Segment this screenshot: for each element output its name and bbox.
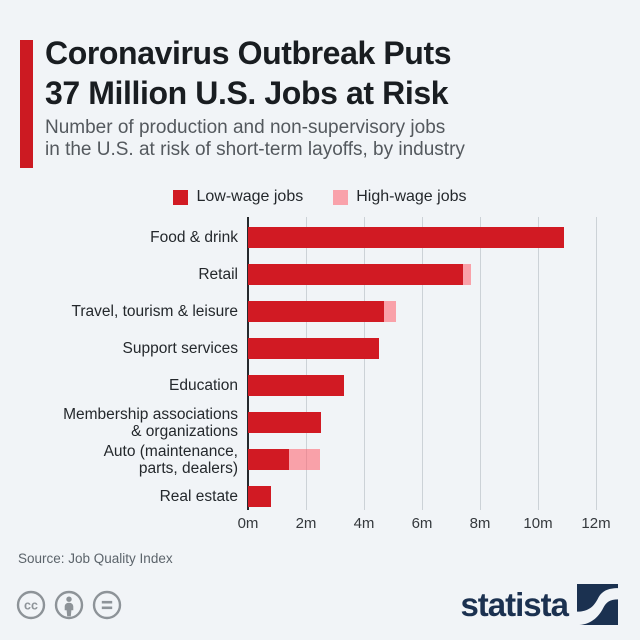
y-axis-line bbox=[247, 217, 249, 510]
page-title: Coronavirus Outbreak Puts 37 Million U.S.… bbox=[45, 33, 452, 113]
bar-track bbox=[248, 219, 596, 256]
bar-track bbox=[248, 404, 596, 441]
high-wage-bar bbox=[384, 301, 396, 322]
bar-track bbox=[248, 441, 596, 478]
subtitle-line-2: in the U.S. at risk of short-term layoff… bbox=[45, 139, 465, 160]
low-wage-bar bbox=[248, 227, 565, 248]
statista-logo-icon bbox=[577, 584, 618, 625]
category-label: Real estate bbox=[159, 488, 238, 505]
x-axis-tick-label: 0m bbox=[237, 515, 259, 532]
statista-logo[interactable]: statista bbox=[460, 584, 618, 625]
source-note: Source: Job Quality Index bbox=[18, 551, 173, 566]
title-line-1: Coronavirus Outbreak Puts bbox=[45, 35, 452, 71]
gridline bbox=[306, 217, 307, 510]
category-label: Retail bbox=[198, 266, 238, 283]
x-axis: 0m 2m 4m 6m 8m 10m 12m bbox=[238, 515, 611, 535]
bar-track bbox=[248, 293, 596, 330]
low-wage-bar bbox=[248, 338, 379, 359]
legend-label-low-wage: Low-wage jobs bbox=[196, 188, 304, 205]
chart-row: Food & drink bbox=[0, 219, 640, 256]
category-label: Support services bbox=[122, 340, 238, 357]
low-wage-bar bbox=[248, 375, 344, 396]
legend-item-high-wage: High-wage jobs bbox=[333, 188, 467, 206]
category-label: Membership associations & organizations bbox=[63, 405, 238, 440]
low-wage-bar bbox=[248, 301, 385, 322]
chart-row: Retail bbox=[0, 256, 640, 293]
chart-row: Education bbox=[0, 367, 640, 404]
low-wage-bar bbox=[248, 449, 289, 470]
low-wage-bar bbox=[248, 486, 272, 507]
chart-row: Travel, tourism & leisure bbox=[0, 293, 640, 330]
high-wage-bar bbox=[288, 449, 321, 470]
statista-wordmark: statista bbox=[460, 585, 569, 623]
category-label: Travel, tourism & leisure bbox=[71, 303, 238, 320]
gridline bbox=[480, 217, 481, 510]
cc-icon[interactable]: cc bbox=[16, 590, 46, 620]
x-axis-tick-label: 6m bbox=[411, 515, 433, 532]
gridline bbox=[364, 217, 365, 510]
page-subtitle: Number of production and non-supervisory… bbox=[45, 117, 465, 161]
bar-track bbox=[248, 367, 596, 404]
legend-item-low-wage: Low-wage jobs bbox=[173, 188, 303, 206]
chart-row: Real estate bbox=[0, 478, 640, 515]
grid-lines bbox=[247, 217, 597, 510]
chart-row: Membership associations & organizations bbox=[0, 404, 640, 441]
high-wage-bar bbox=[462, 264, 472, 285]
gridline bbox=[596, 217, 597, 510]
category-label: Education bbox=[169, 377, 238, 394]
legend-label-high-wage: High-wage jobs bbox=[356, 188, 467, 205]
x-axis-tick-label: 10m bbox=[523, 515, 553, 532]
low-wage-bar bbox=[248, 264, 463, 285]
category-label: Food & drink bbox=[150, 229, 238, 246]
svg-text:cc: cc bbox=[24, 599, 38, 613]
bar-track bbox=[248, 478, 596, 515]
bar-track bbox=[248, 256, 596, 293]
chart-rows: Food & drink Retail Travel, tourism & leis… bbox=[0, 219, 640, 515]
x-axis-tick-label: 12m bbox=[581, 515, 611, 532]
low-wage-swatch bbox=[173, 189, 189, 205]
subtitle-line-1: Number of production and non-supervisory… bbox=[45, 117, 446, 138]
x-axis-tick-label: 2m bbox=[295, 515, 317, 532]
low-wage-bar bbox=[248, 412, 321, 433]
gridline bbox=[422, 217, 423, 510]
chart-row: Support services bbox=[0, 330, 640, 367]
title-accent-bar bbox=[20, 40, 33, 168]
x-axis-tick-label: 8m bbox=[469, 515, 491, 532]
category-label: Auto (maintenance, parts, dealers) bbox=[103, 442, 238, 477]
attribution-icon[interactable] bbox=[54, 590, 84, 620]
x-axis-tick-label: 4m bbox=[353, 515, 375, 532]
bar-track bbox=[248, 330, 596, 367]
license-icons: cc bbox=[16, 590, 122, 620]
gridline bbox=[538, 217, 539, 510]
title-line-2: 37 Million U.S. Jobs at Risk bbox=[45, 75, 449, 111]
equal-icon[interactable] bbox=[92, 590, 122, 620]
legend: Low-wage jobs High-wage jobs bbox=[0, 186, 640, 208]
bar-chart: Food & drink Retail Travel, tourism & leis… bbox=[0, 217, 640, 535]
chart-row: Auto (maintenance, parts, dealers) bbox=[0, 441, 640, 478]
high-wage-swatch bbox=[333, 189, 349, 205]
